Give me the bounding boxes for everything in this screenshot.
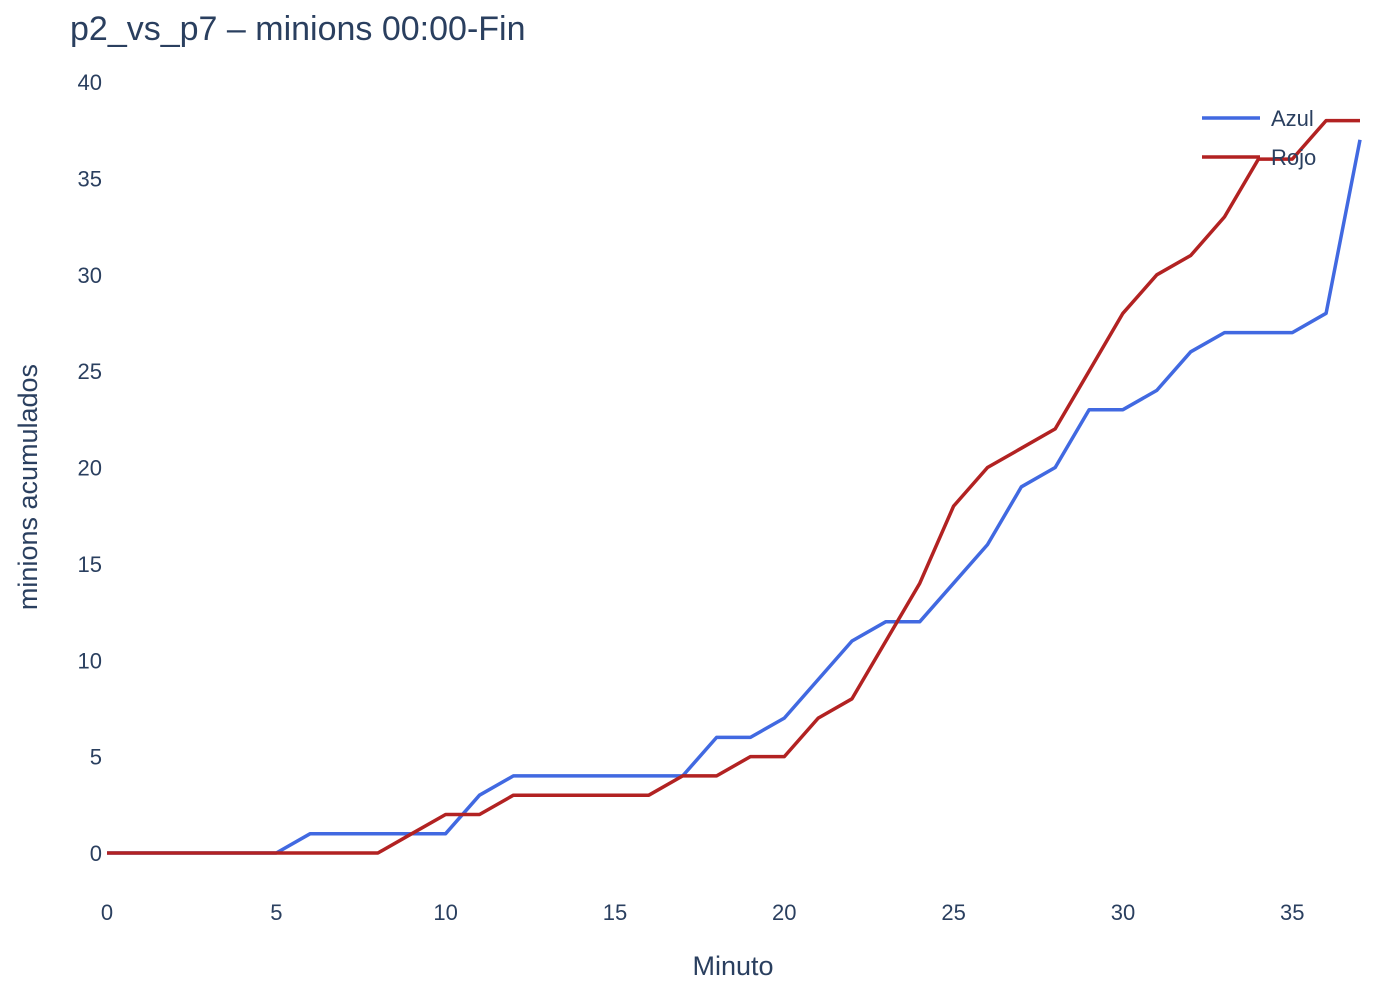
series-line-rojo [107, 118, 1360, 855]
y-tick-label: 30 [78, 263, 102, 288]
x-axis-title: Minuto [692, 951, 773, 981]
x-tick-label: 35 [1280, 900, 1304, 925]
y-tick-label: 25 [78, 359, 102, 384]
x-tick-label: 10 [433, 900, 457, 925]
y-axis-title: minions acumulados [13, 364, 43, 610]
x-tick-label: 5 [270, 900, 282, 925]
x-tick-label: 20 [772, 900, 796, 925]
y-tick-label: 5 [90, 745, 102, 770]
x-tick-label: 15 [603, 900, 627, 925]
chart-title: p2_vs_p7 – minions 00:00-Fin [70, 10, 526, 48]
y-tick-label: 20 [78, 456, 102, 481]
legend-label: Rojo [1271, 145, 1316, 170]
legend[interactable]: Azul Rojo [1202, 106, 1316, 170]
y-tick-label: 10 [78, 648, 102, 673]
y-tick-label: 35 [78, 166, 102, 191]
x-axis-ticks: 0 5 10 15 20 25 30 35 [101, 900, 1305, 925]
series-line-azul [107, 139, 1362, 855]
y-tick-label: 40 [78, 70, 102, 95]
x-tick-label: 30 [1111, 900, 1135, 925]
y-tick-label: 0 [90, 841, 102, 866]
plot-area [107, 118, 1362, 855]
legend-item-rojo[interactable]: Rojo [1202, 145, 1316, 170]
y-axis-ticks: 0 5 10 15 20 25 30 35 40 [78, 70, 102, 866]
legend-item-azul[interactable]: Azul [1202, 106, 1314, 131]
x-tick-label: 25 [941, 900, 965, 925]
legend-label: Azul [1271, 106, 1314, 131]
x-tick-label: 0 [101, 900, 113, 925]
y-tick-label: 15 [78, 552, 102, 577]
